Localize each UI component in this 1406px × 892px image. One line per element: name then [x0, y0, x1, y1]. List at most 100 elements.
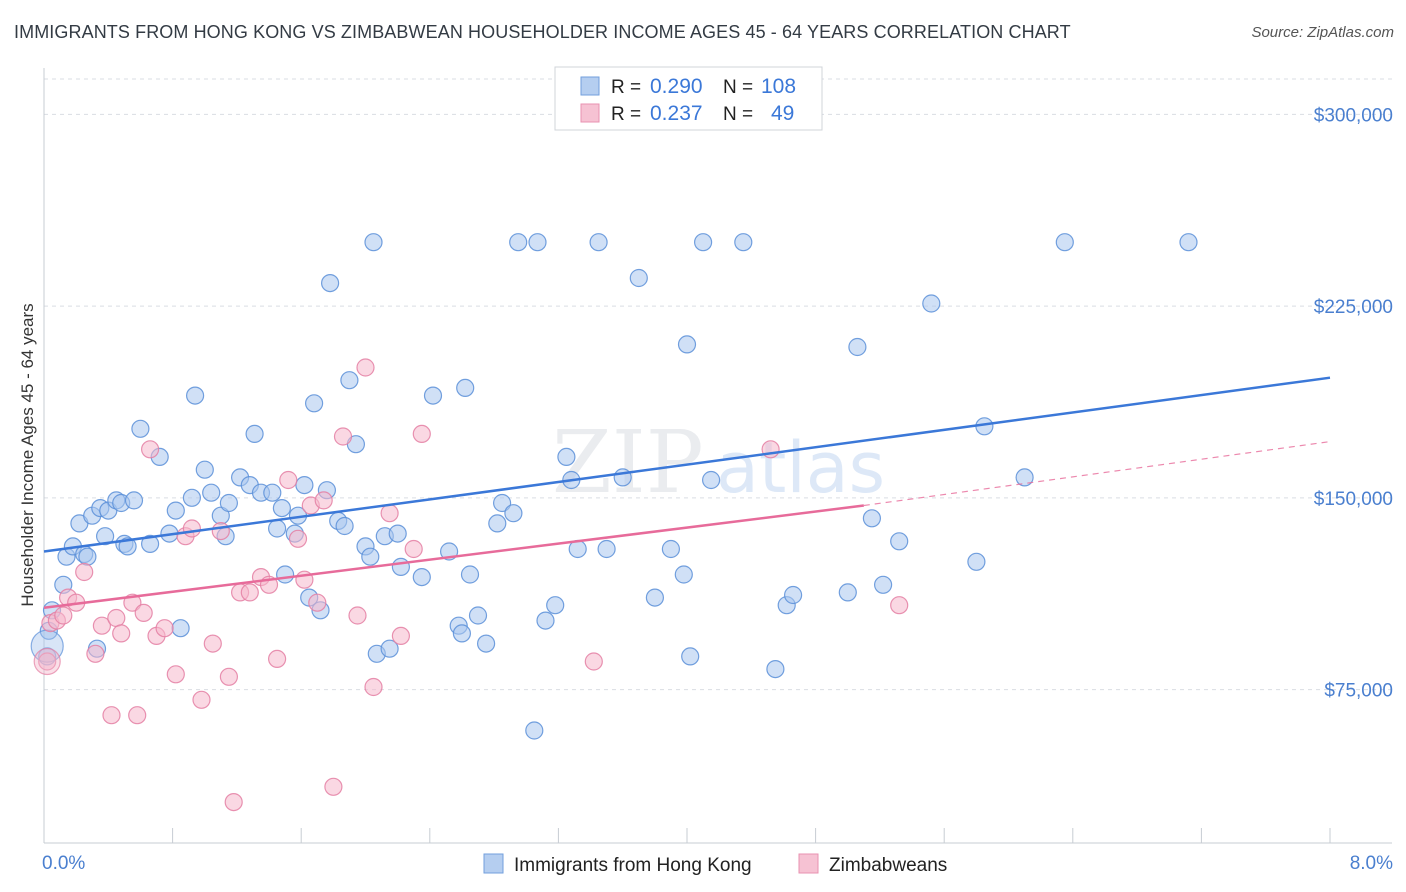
stats-legend: R = 0.290 N = 108 R = 0.237 N = 49: [554, 66, 823, 131]
trend-line-zimbabweans: [43, 504, 864, 610]
hong-kong-point-88: [681, 647, 700, 666]
hong-kong-point-19: [131, 419, 150, 438]
hong-kong-point-24: [171, 619, 190, 638]
hong-kong-point-104: [1055, 233, 1074, 252]
hong-kong-point-105: [1179, 233, 1198, 252]
hong-kong-point-36: [263, 483, 282, 502]
watermark: ZIP atlas: [552, 413, 885, 513]
hong-kong-point-71: [504, 504, 523, 523]
stats-r-label-0: R =: [611, 77, 641, 98]
hong-kong-point-74: [528, 233, 547, 252]
watermark-atlas: atlas: [716, 427, 885, 509]
hong-kong-point-97: [862, 509, 882, 528]
hong-kong-point-70: [493, 493, 512, 513]
stats-r-label-1: R =: [611, 104, 641, 125]
hong-kong-point-34: [245, 424, 264, 443]
hong-kong-point-66: [460, 565, 480, 584]
stats-n-value-1: 49: [771, 102, 794, 125]
zimbabweans-point-48: [890, 596, 909, 615]
hong-kong-point-98: [873, 575, 893, 594]
zimbabweans-point-36: [314, 491, 333, 510]
x-tick-labels: 0.0% 8.0%: [42, 853, 1393, 874]
hong-kong-point-20: [141, 534, 160, 554]
hong-kong-point-49: [335, 516, 354, 536]
y-tick-labels: $75,000 $150,000 $225,000 $300,000: [1314, 105, 1393, 701]
chart-title: IMMIGRANTS FROM HONG KONG VS ZIMBABWEAN …: [14, 22, 1071, 42]
hong-kong-point-89: [693, 233, 713, 252]
hong-kong-point-83: [629, 268, 648, 288]
zimbabweans-point-38: [333, 427, 353, 446]
zimbabweans-point-17: [155, 619, 174, 638]
zimbabweans-point-13: [128, 706, 147, 725]
hong-kong-point-81: [597, 539, 616, 559]
zimbabweans-point-23: [211, 521, 230, 541]
stats-r-value-0: 0.290: [650, 75, 703, 98]
hong-kong-point-90: [701, 470, 721, 490]
zimbabweans-point-24: [219, 667, 238, 686]
zimbabweans-point-18: [166, 665, 185, 684]
zimbabweans-point-32: [288, 529, 308, 548]
hong-kong-point-91: [734, 233, 753, 252]
hong-kong-point-31: [219, 493, 238, 513]
hong-kong-point-86: [674, 565, 693, 584]
zimbabweans-point-37: [324, 777, 343, 796]
legend-swatch-zimbabweans: [798, 853, 819, 874]
zimbabweans-point-0: [38, 652, 57, 671]
zimbabweans-point-20: [182, 519, 201, 538]
hong-kong-point-17: [118, 537, 137, 556]
trend-line-hong-kong: [43, 376, 1331, 553]
trend-lines: [43, 376, 1331, 610]
hong-kong-point-54: [364, 233, 383, 252]
hong-kong-point-18: [124, 491, 144, 510]
hong-kong-point-59: [391, 557, 410, 577]
zimbabweans-point-9: [102, 706, 121, 725]
zimbabweans-point-40: [356, 358, 375, 377]
hong-kong-point-94: [783, 585, 803, 605]
hong-kong-point-38: [272, 499, 291, 518]
zimbabweans-point-31: [279, 470, 298, 490]
zimbabweans-point-22: [203, 634, 222, 653]
zimbabweans-point-25: [224, 792, 243, 812]
legend-swatch-hong-kong: [483, 853, 504, 874]
hong-kong-point-37: [268, 519, 287, 538]
legend-label-hong-kong: Immigrants from Hong Kong: [514, 855, 752, 876]
legend-label-zimbabweans: Zimbabweans: [829, 855, 947, 876]
stats-legend-swatch-pink: [580, 103, 600, 123]
stats-n-value-0: 108: [761, 75, 796, 98]
zimbabweans-point-42: [380, 504, 399, 523]
zimbabweans-point-21: [192, 690, 211, 709]
watermark-zip: ZIP: [552, 413, 704, 513]
x-tick-label-min: 0.0%: [42, 853, 85, 874]
hong-kong-point-53: [361, 547, 380, 566]
zimbabweans-point-8: [92, 616, 112, 635]
zimbabweans-point-43: [391, 626, 410, 646]
hong-kong-point-28: [202, 483, 221, 502]
zimbabweans-point-27: [240, 583, 259, 602]
hong-kong-point-103: [1015, 468, 1034, 487]
zimbabweans-point-39: [348, 606, 367, 625]
hong-kong-point-25: [182, 488, 201, 507]
series-hong-kong-points: [30, 233, 1198, 740]
x-tick-label-max: 8.0%: [1350, 853, 1393, 874]
source-label: Source: ZipAtlas.com: [1251, 24, 1394, 41]
zimbabweans-point-30: [268, 649, 287, 669]
hong-kong-point-77: [557, 447, 576, 466]
stats-n-label-0: N =: [723, 77, 753, 98]
hong-kong-point-69: [488, 514, 507, 533]
hong-kong-point-76: [546, 596, 565, 615]
trend-line-zimbabweans-extension: [863, 441, 1331, 507]
zimbabweans-point-44: [404, 539, 423, 559]
hong-kong-point-58: [388, 524, 407, 543]
hong-kong-point-96: [848, 337, 867, 357]
hong-kong-point-95: [838, 583, 857, 602]
hong-kong-point-87: [677, 335, 697, 354]
hong-kong-point-65: [456, 378, 475, 397]
hong-kong-point-60: [412, 567, 431, 587]
hong-kong-point-8: [78, 547, 97, 566]
zimbabweans-point-41: [364, 677, 383, 697]
zimbabweans-point-cluster: [33, 647, 61, 676]
hong-kong-point-101: [967, 552, 986, 571]
zimbabweans-point-14: [134, 603, 153, 623]
zimbabweans-point-15: [141, 440, 160, 459]
hong-kong-point-27: [195, 460, 214, 479]
